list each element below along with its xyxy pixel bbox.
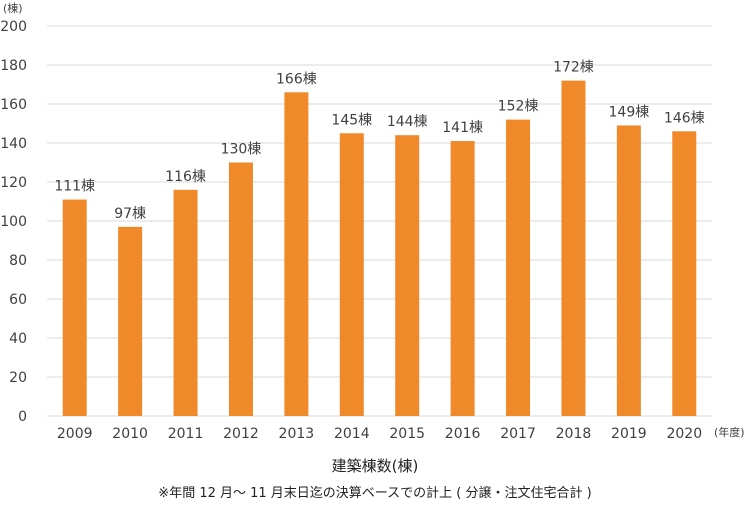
value-labels: 111棟 97棟 116棟 130棟 166棟 145棟 144棟 141棟 152棟 172棟 1… bbox=[54, 60, 704, 222]
y-tick-label: 200 bbox=[0, 19, 27, 35]
footnote: ※年間 12 月～ 11 月末日迄の決算ベースでの計上 ( 分譲・注文住宅合計 … bbox=[158, 485, 591, 501]
x-unit-label: (年度) bbox=[714, 425, 745, 439]
value-label-2019: 149棟 bbox=[609, 104, 650, 120]
bar-2016 bbox=[451, 141, 475, 416]
x-tick-label: 2018 bbox=[556, 426, 592, 442]
value-label-2010: 97棟 bbox=[114, 206, 146, 222]
y-tick-label: 160 bbox=[0, 97, 27, 113]
y-tick-label: 80 bbox=[9, 253, 27, 269]
bar-2018 bbox=[561, 81, 585, 416]
chart-svg: 111棟 97棟 116棟 130棟 166棟 145棟 144棟 141棟 152棟 172棟 1… bbox=[0, 0, 750, 503]
value-label-2018: 172棟 bbox=[553, 60, 594, 76]
value-label-2017: 152棟 bbox=[498, 99, 539, 115]
bar-2020 bbox=[672, 131, 696, 416]
x-axis-title: 建築棟数(棟) bbox=[332, 457, 419, 475]
bar-2014 bbox=[340, 133, 364, 416]
y-tick-label: 180 bbox=[0, 58, 27, 74]
bar-2019 bbox=[617, 125, 641, 416]
x-tick-label: 2015 bbox=[389, 426, 425, 442]
value-label-2015: 144棟 bbox=[387, 114, 428, 130]
x-tick-label: 2020 bbox=[666, 426, 702, 442]
bars bbox=[63, 81, 697, 416]
bar-2010 bbox=[118, 227, 142, 416]
y-tick-label: 60 bbox=[9, 292, 27, 308]
x-tick-label: 2019 bbox=[611, 426, 647, 442]
y-tick-label: 40 bbox=[9, 331, 27, 347]
bar-2013 bbox=[284, 92, 308, 416]
bar-2012 bbox=[229, 163, 253, 417]
x-tick-label: 2011 bbox=[168, 426, 204, 442]
y-tick-label: 20 bbox=[9, 370, 27, 386]
y-tick-label: 100 bbox=[0, 214, 27, 230]
y-tick-label: 0 bbox=[18, 409, 27, 425]
y-tick-label: 120 bbox=[0, 175, 27, 191]
value-label-2013: 166棟 bbox=[276, 71, 317, 87]
value-label-2011: 116棟 bbox=[165, 169, 206, 185]
bar-2017 bbox=[506, 120, 530, 416]
value-label-2009: 111棟 bbox=[54, 179, 95, 195]
value-label-2016: 141棟 bbox=[442, 120, 483, 136]
bar-2009 bbox=[63, 200, 87, 416]
bar-2015 bbox=[395, 135, 419, 416]
x-axis-ticks: 2009 2010 2011 2012 2013 2014 2015 2016 2017 2018… bbox=[57, 426, 702, 442]
value-label-2020: 146棟 bbox=[664, 110, 705, 126]
x-tick-label: 2009 bbox=[57, 426, 93, 442]
x-tick-label: 2017 bbox=[500, 426, 536, 442]
y-tick-label: 140 bbox=[0, 136, 27, 152]
x-tick-label: 2014 bbox=[334, 426, 370, 442]
y-axis-ticks: 0 20 40 60 80 100 120 140 160 180 200 bbox=[0, 19, 27, 425]
x-tick-label: 2016 bbox=[445, 426, 481, 442]
x-tick-label: 2013 bbox=[279, 426, 315, 442]
x-tick-label: 2010 bbox=[112, 426, 148, 442]
y-unit-label: (棟) bbox=[3, 1, 23, 15]
value-label-2014: 145棟 bbox=[331, 112, 372, 128]
bar-2011 bbox=[174, 190, 198, 416]
bar-chart: 111棟 97棟 116棟 130棟 166棟 145棟 144棟 141棟 152棟 172棟 1… bbox=[0, 0, 750, 503]
x-tick-label: 2012 bbox=[223, 426, 259, 442]
value-label-2012: 130棟 bbox=[221, 142, 262, 158]
gridlines bbox=[47, 26, 712, 416]
